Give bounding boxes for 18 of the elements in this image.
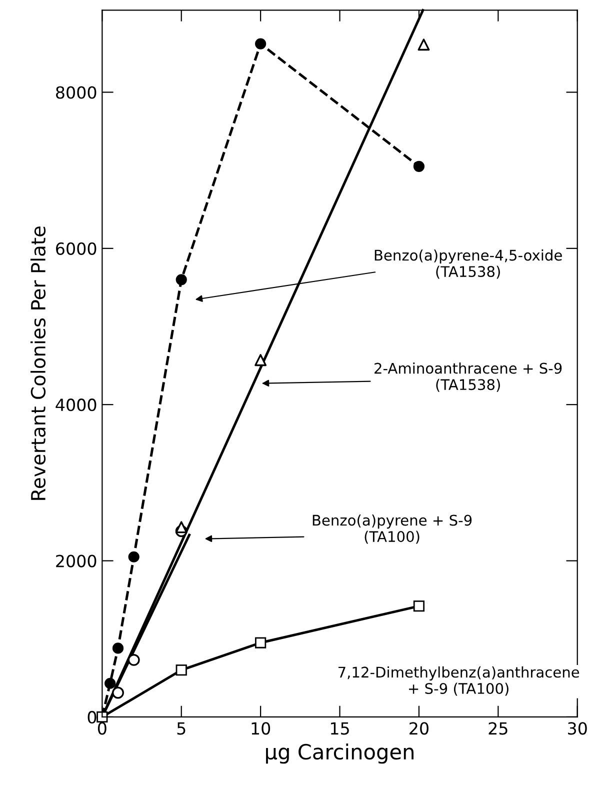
annotation: 7,12-Dimethylbenz(a)anthracene + S-9 (TA100) (338, 666, 580, 696)
y-tick-label: 0 (88, 710, 96, 724)
x-tick-label: 20 (410, 722, 428, 735)
x-tick-label: 15 (330, 722, 349, 735)
y-tick-label: 8000 (56, 86, 96, 99)
y-tick-label: 6000 (56, 242, 96, 255)
y-tick-label: 2000 (56, 554, 96, 568)
x-tick-label: 10 (252, 722, 270, 735)
y-tick-label: 4000 (56, 398, 96, 412)
annotation: Benzo(a)pyrene-4,5-oxide (TA1538) (374, 249, 562, 279)
x-tick-label: 5 (177, 722, 186, 735)
annotation: 2-Aminoanthracene + S-9 (TA1538) (374, 362, 562, 392)
y-axis-title: Revertant Colonies Per Plate (30, 226, 46, 500)
x-tick-label: 30 (568, 722, 587, 735)
x-tick-label: 25 (488, 722, 508, 735)
x-axis-title: μg Carcinogen (266, 744, 414, 764)
annotation: Benzo(a)pyrene + S-9 (TA100) (312, 514, 472, 544)
x-tick-label: 0 (98, 722, 106, 735)
